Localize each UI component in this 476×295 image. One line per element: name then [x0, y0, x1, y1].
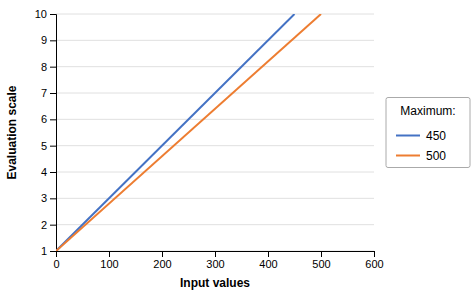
x-tick-label: 400 — [259, 258, 277, 270]
x-tick: 100 — [100, 251, 118, 270]
y-tick: 6 — [41, 113, 56, 125]
y-tick-mark — [50, 198, 56, 199]
x-tick: 0 — [53, 251, 59, 270]
grid-line — [56, 40, 374, 41]
grid-line — [56, 172, 374, 173]
chart-svg: 0 100 200 300 400 500 600 1 2 3 4 5 6 7 8 9 10 Input valu… — [0, 0, 476, 295]
y-tick-mark — [50, 40, 56, 41]
y-tick-label: 7 — [41, 87, 47, 99]
legend-swatch — [396, 155, 420, 157]
y-tick-label: 5 — [41, 140, 47, 152]
y-tick-label: 4 — [41, 166, 47, 178]
x-tick-mark — [162, 251, 163, 257]
lines — [56, 14, 321, 251]
y-tick-mark — [50, 251, 56, 252]
x-tick-mark — [321, 251, 322, 257]
x-axis: 0 100 200 300 400 500 600 — [53, 251, 383, 270]
plot-area: 0 100 200 300 400 500 600 1 2 3 4 5 6 7 8 9 10 Input valu… — [5, 8, 384, 290]
y-tick-mark — [50, 14, 56, 15]
y-tick-label: 9 — [41, 34, 47, 46]
y-tick-mark — [50, 67, 56, 68]
y-tick-mark — [50, 119, 56, 120]
y-tick-label: 1 — [41, 245, 47, 257]
legend-label: 450 — [426, 129, 446, 143]
y-tick-label: 2 — [41, 219, 47, 231]
x-tick: 400 — [259, 251, 277, 270]
y-axis-title: Evaluation scale — [5, 85, 19, 179]
y-tick-label: 3 — [41, 192, 47, 204]
x-tick-label: 600 — [365, 258, 383, 270]
y-tick-label: 10 — [35, 8, 47, 20]
x-tick: 300 — [206, 251, 224, 270]
legend-label: 500 — [426, 149, 446, 163]
series-line — [56, 14, 321, 251]
x-tick-mark — [268, 251, 269, 257]
y-tick-label: 6 — [41, 113, 47, 125]
x-tick: 600 — [365, 251, 383, 270]
grid-line — [56, 224, 374, 225]
y-axis: 1 2 3 4 5 6 7 8 9 10 — [35, 8, 57, 257]
grid-line — [56, 198, 374, 199]
x-tick-label: 500 — [312, 258, 330, 270]
legend: Maximum: 450 500 — [386, 98, 470, 168]
y-tick: 3 — [41, 192, 56, 204]
x-tick-mark — [374, 251, 375, 257]
y-tick: 4 — [41, 166, 56, 178]
x-tick: 200 — [153, 251, 171, 270]
grid-line — [56, 66, 374, 67]
y-tick: 9 — [41, 34, 56, 46]
y-axis-line — [50, 15, 57, 252]
y-tick: 5 — [41, 140, 56, 152]
x-tick-mark — [215, 251, 216, 257]
x-axis-title: Input values — [180, 276, 250, 290]
y-tick: 1 — [41, 245, 56, 257]
grid-line — [56, 14, 374, 15]
y-tick-mark — [50, 146, 56, 147]
y-tick: 2 — [41, 219, 56, 231]
x-axis-line — [57, 252, 375, 258]
chart-container: 0 100 200 300 400 500 600 1 2 3 4 5 6 7 8 9 10 Input valu… — [0, 0, 476, 295]
x-tick-label: 100 — [100, 258, 118, 270]
grid — [56, 14, 374, 251]
y-tick-mark — [50, 225, 56, 226]
x-tick-label: 300 — [206, 258, 224, 270]
y-tick: 8 — [41, 61, 56, 73]
legend-swatch — [396, 135, 420, 137]
grid-line — [56, 145, 374, 146]
x-tick-label: 0 — [53, 258, 59, 270]
y-tick-mark — [50, 172, 56, 173]
x-tick-label: 200 — [153, 258, 171, 270]
legend-item: 450 — [396, 129, 446, 143]
y-tick: 10 — [35, 8, 56, 20]
series-line — [56, 14, 295, 251]
legend-item: 500 — [396, 149, 446, 163]
legend-frame — [386, 98, 470, 168]
y-tick-mark — [50, 93, 56, 94]
y-tick: 7 — [41, 87, 56, 99]
x-tick-mark — [109, 251, 110, 257]
legend-title: Maximum: — [400, 104, 455, 118]
y-tick-label: 8 — [41, 61, 47, 73]
grid-line — [56, 119, 374, 120]
x-tick: 500 — [312, 251, 330, 270]
